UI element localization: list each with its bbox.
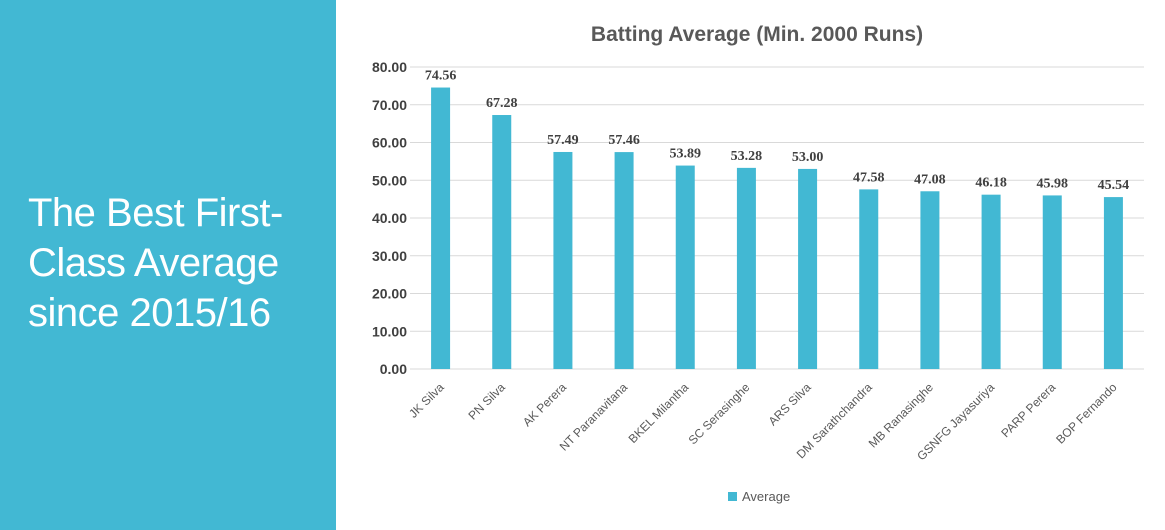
- y-tick-label: 0.00: [380, 361, 407, 377]
- y-tick-label: 80.00: [372, 59, 407, 75]
- x-tick-label: ARS Silva: [766, 380, 814, 428]
- legend-swatch: [728, 492, 737, 501]
- bar: [431, 87, 451, 369]
- legend: Average: [728, 489, 790, 504]
- bar: [920, 191, 940, 369]
- legend-label: Average: [742, 489, 790, 504]
- gridlines: [410, 66, 1144, 370]
- x-tick-label: MB Ranasinghe: [866, 380, 937, 451]
- y-tick-label: 30.00: [372, 248, 407, 264]
- x-tick-label: JK Silva: [406, 380, 447, 421]
- data-label: 74.56: [425, 69, 457, 84]
- data-label: 47.58: [853, 170, 885, 185]
- data-label: 53.28: [731, 149, 763, 164]
- bar: [981, 194, 1001, 369]
- data-label: 46.18: [975, 176, 1007, 191]
- slide-heading: The Best First- Class Average since 2015…: [28, 191, 283, 335]
- bar: [1042, 195, 1062, 369]
- data-label: 57.46: [608, 133, 640, 148]
- data-label: 45.98: [1037, 176, 1069, 191]
- bars: [431, 87, 1123, 369]
- y-tick-label: 20.00: [372, 286, 407, 302]
- data-label: 57.49: [547, 133, 579, 148]
- data-label: 47.08: [914, 172, 946, 187]
- bar: [736, 167, 756, 369]
- x-tick-label: AK Perera: [520, 380, 569, 429]
- x-tick-label: PN Silva: [465, 380, 508, 423]
- chart-title: Batting Average (Min. 2000 Runs): [591, 23, 923, 46]
- bar: [492, 115, 512, 369]
- bar: [859, 189, 879, 369]
- y-tick-label: 50.00: [372, 172, 407, 188]
- y-tick-label: 40.00: [372, 210, 407, 226]
- bar: [675, 165, 695, 369]
- bar: [1103, 197, 1123, 369]
- y-axis-ticks: 0.00 10.00 20.00 30.00 40.00 50.00 60.00 70.00 8…: [372, 59, 407, 377]
- title-panel: The Best First- Class Average since 2015…: [0, 0, 336, 530]
- x-tick-label: PARP Perera: [998, 380, 1058, 440]
- y-tick-label: 10.00: [372, 323, 407, 339]
- data-label: 45.54: [1098, 178, 1130, 193]
- x-tick-label: BOP Fernando: [1053, 380, 1120, 447]
- data-labels: 74.56 67.28 57.49 57.46 53.89 53.28 53.00 47.58…: [425, 69, 1129, 194]
- y-tick-label: 70.00: [372, 97, 407, 113]
- bar: [553, 151, 573, 369]
- data-label: 53.00: [792, 150, 824, 165]
- x-tick-label: BKEL Milantha: [626, 380, 692, 446]
- data-label: 67.28: [486, 96, 518, 111]
- chart-area: Batting Average (Min. 2000 Runs) 0.00 10.…: [336, 0, 1165, 530]
- x-tick-label: SC Serasinghe: [686, 380, 753, 447]
- y-tick-label: 60.00: [372, 135, 407, 151]
- bar: [614, 152, 634, 369]
- bar-chart: Batting Average (Min. 2000 Runs) 0.00 10.…: [372, 23, 1144, 504]
- data-label: 53.89: [670, 147, 702, 162]
- bar: [798, 168, 818, 369]
